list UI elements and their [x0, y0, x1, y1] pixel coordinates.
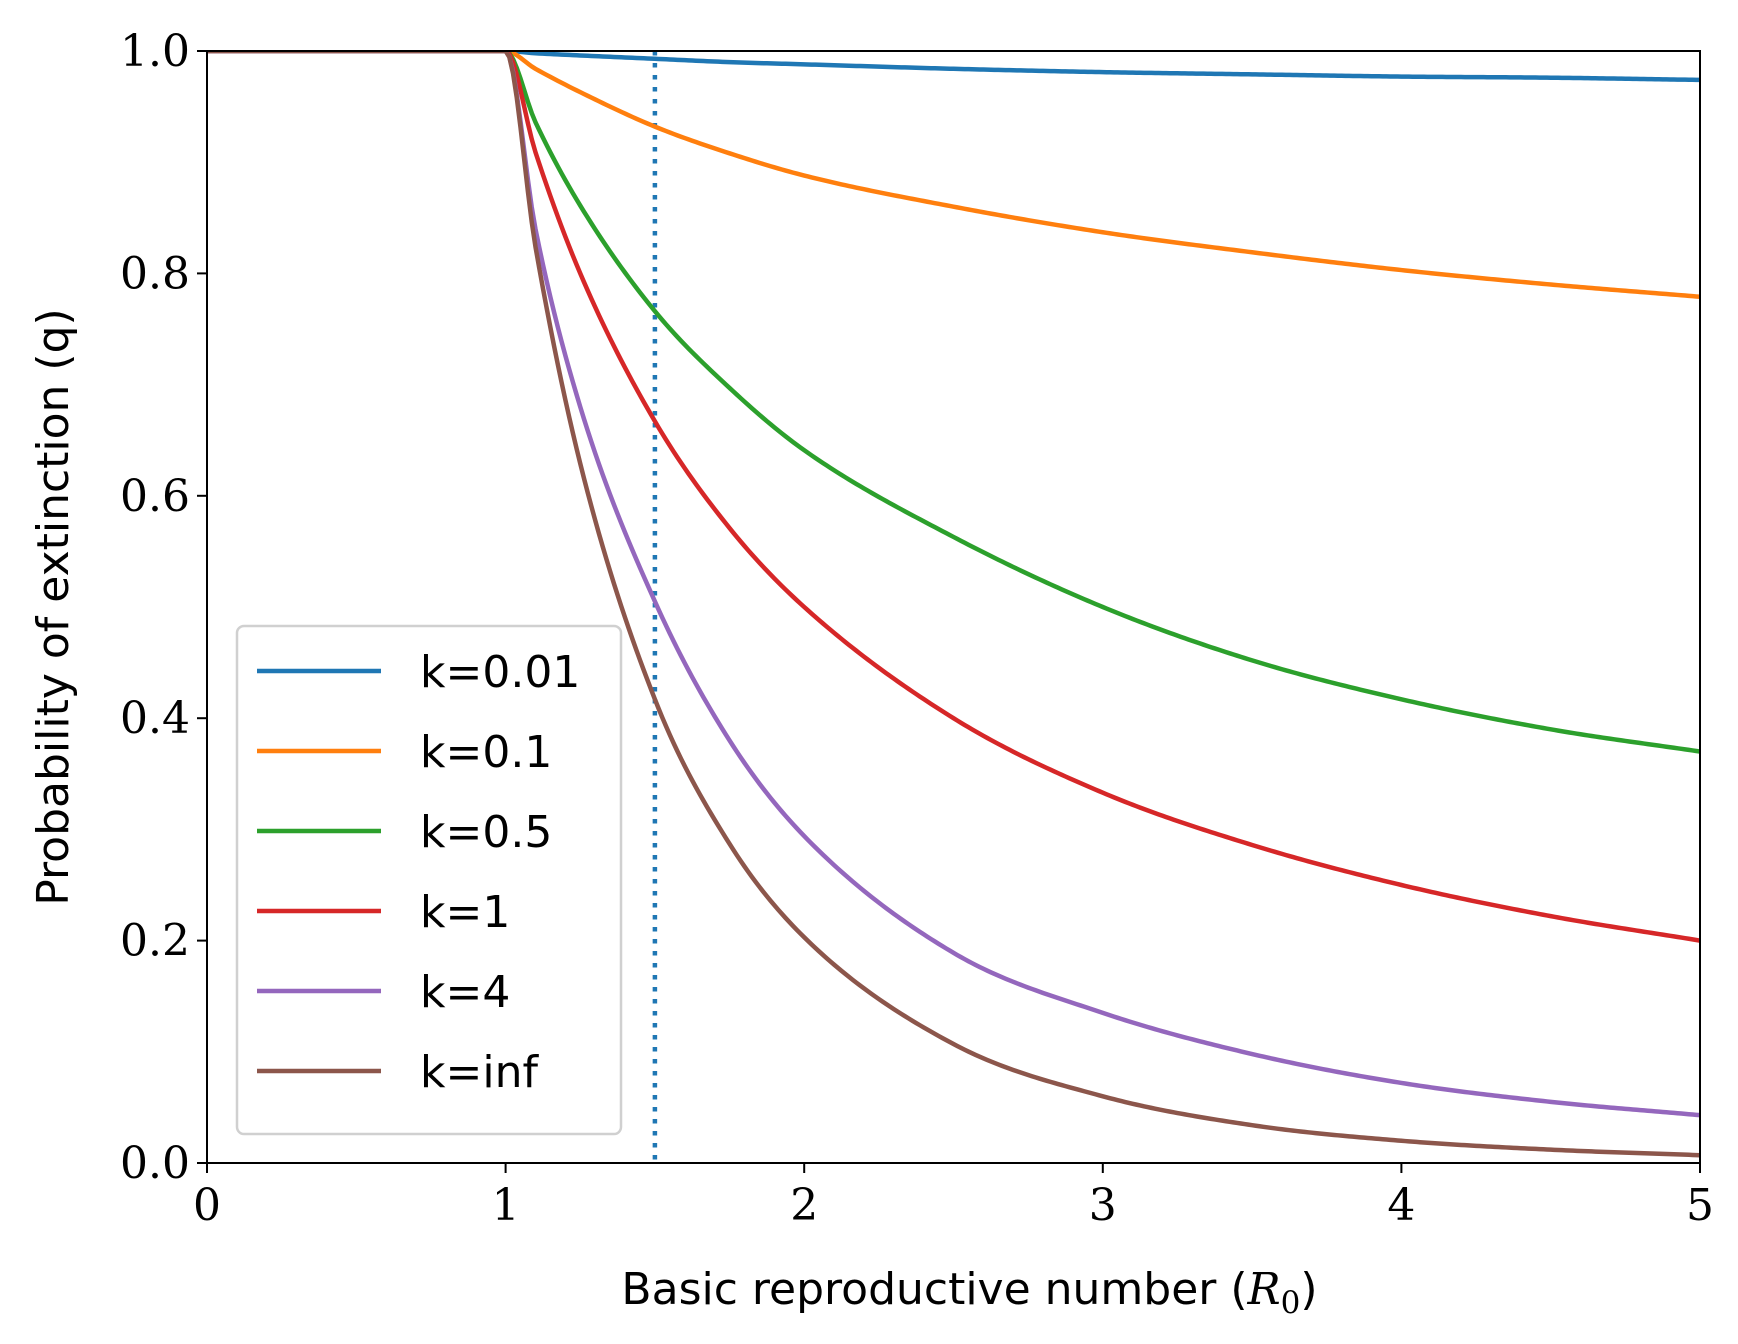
series-line-k-inf — [207, 51, 1700, 1158]
x-tick-label: 2 — [790, 1180, 818, 1231]
axes: 0 1 2 3 4 5 0.0 0.2 0.4 0.6 0.8 1.0 Basic reproducti… — [28, 26, 1714, 1321]
legend: k=0.01 k=0.1 k=0.5 k=1 k=4 k=inf — [235, 624, 623, 1136]
y-axis-label: Probability of extinction (q) — [28, 308, 79, 905]
legend-label: k=0.1 — [420, 727, 552, 778]
series-line-k-0-1 — [207, 51, 1700, 299]
legend-label: k=inf — [420, 1047, 539, 1098]
y-tick-label: 1.0 — [120, 26, 190, 77]
series-line-k-4 — [207, 51, 1700, 1118]
x-tick-label: 1 — [492, 1180, 520, 1231]
plot-area — [207, 51, 1700, 1163]
y-tick-label: 0.0 — [120, 1138, 190, 1189]
series-group — [207, 51, 1700, 1163]
y-tick-label: 0.2 — [120, 916, 190, 967]
y-tick-label: 0.8 — [120, 248, 190, 299]
x-tick-label: 5 — [1686, 1180, 1714, 1231]
series-line-k-0-01 — [207, 51, 1700, 83]
axes-frame — [206, 50, 1701, 1164]
legend-label: k=0.5 — [420, 807, 552, 858]
x-tick-label: 3 — [1089, 1180, 1117, 1231]
x-axis-label: Basic reproductive number (R0) — [621, 1264, 1317, 1321]
series-line-k-0-5 — [207, 51, 1700, 754]
x-tick-label: 0 — [193, 1180, 221, 1231]
y-tick-label: 0.4 — [120, 693, 190, 744]
legend-label: k=1 — [420, 887, 510, 938]
series-line-k-1 — [207, 51, 1700, 943]
legend-label: k=4 — [420, 967, 510, 1018]
y-tick-label: 0.6 — [120, 471, 190, 522]
legend-label: k=0.01 — [420, 647, 580, 698]
x-tick-label: 4 — [1387, 1180, 1415, 1231]
